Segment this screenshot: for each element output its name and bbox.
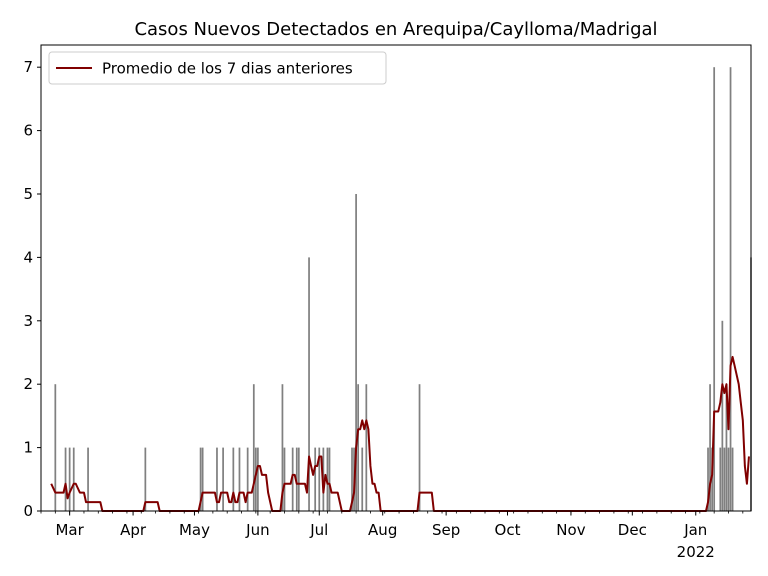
x-tick-label: Nov	[556, 521, 585, 539]
bar	[252, 384, 255, 511]
bar	[222, 447, 224, 511]
x-tick-label: May	[179, 521, 210, 539]
legend-label: Promedio de los 7 dias anteriores	[102, 60, 353, 78]
bar	[365, 384, 368, 511]
y-tick-label: 5	[23, 185, 33, 203]
bar	[318, 447, 321, 511]
bar	[727, 447, 730, 511]
x-tick-label: Aug	[368, 521, 397, 539]
y-tick-label: 6	[23, 122, 33, 140]
bar	[351, 447, 353, 511]
x-tick-label: Oct	[495, 521, 521, 539]
x-tick-label: Apr	[120, 521, 147, 539]
bar	[719, 447, 722, 511]
bar	[144, 447, 147, 511]
bar	[357, 384, 360, 511]
x-year-label: 2022	[677, 543, 715, 561]
bar	[54, 384, 57, 511]
x-tick-label: Mar	[55, 521, 84, 539]
bar	[721, 320, 724, 511]
x-tick-label: Jan	[683, 521, 707, 539]
bar	[281, 384, 284, 511]
x-tick-label: Dec	[618, 521, 647, 539]
bar	[418, 384, 421, 511]
bar	[216, 447, 218, 511]
bar	[729, 67, 732, 511]
bar	[308, 257, 310, 511]
bar	[361, 447, 364, 511]
x-axis: Mar Apr May Jun Jul Aug Sep Oct Nov Dec Jan 2022	[40, 511, 744, 561]
chart-title: Casos Nuevos Detectados en Arequipa/Cayl…	[134, 19, 657, 40]
y-tick-label: 2	[23, 375, 33, 393]
y-tick-label: 7	[23, 58, 33, 76]
bar	[355, 193, 357, 511]
bar-series	[54, 67, 752, 511]
bar	[713, 67, 716, 511]
legend-box	[48, 51, 387, 85]
bar	[723, 447, 726, 511]
bar	[238, 447, 241, 511]
y-tick-label: 4	[23, 248, 33, 266]
bar	[72, 447, 75, 511]
bar	[725, 384, 728, 511]
x-tick-label: Jun	[245, 521, 269, 539]
bar	[314, 447, 317, 511]
y-tick-label: 1	[23, 439, 33, 457]
bar	[87, 447, 89, 511]
bar	[257, 447, 259, 511]
bar	[731, 447, 734, 511]
bar	[297, 447, 300, 511]
y-tick-label: 3	[23, 312, 33, 330]
average-line-series	[50, 355, 750, 512]
bar	[707, 447, 709, 511]
y-axis: 0 1 2 3 4 5 6 7	[23, 58, 41, 520]
bar	[64, 447, 67, 511]
bar	[232, 447, 235, 511]
plot-frame	[40, 44, 752, 512]
bar	[68, 447, 71, 511]
bar	[201, 447, 204, 511]
average-line	[50, 355, 750, 512]
x-tick-label: Jul	[309, 521, 328, 539]
bar	[283, 447, 286, 511]
y-tick-label: 0	[23, 502, 33, 520]
x-tick-label: Sep	[432, 521, 460, 539]
bar	[709, 384, 711, 511]
legend: Promedio de los 7 dias anteriores	[48, 51, 387, 85]
bar	[246, 447, 249, 511]
bar	[199, 447, 202, 511]
bar	[328, 447, 331, 511]
